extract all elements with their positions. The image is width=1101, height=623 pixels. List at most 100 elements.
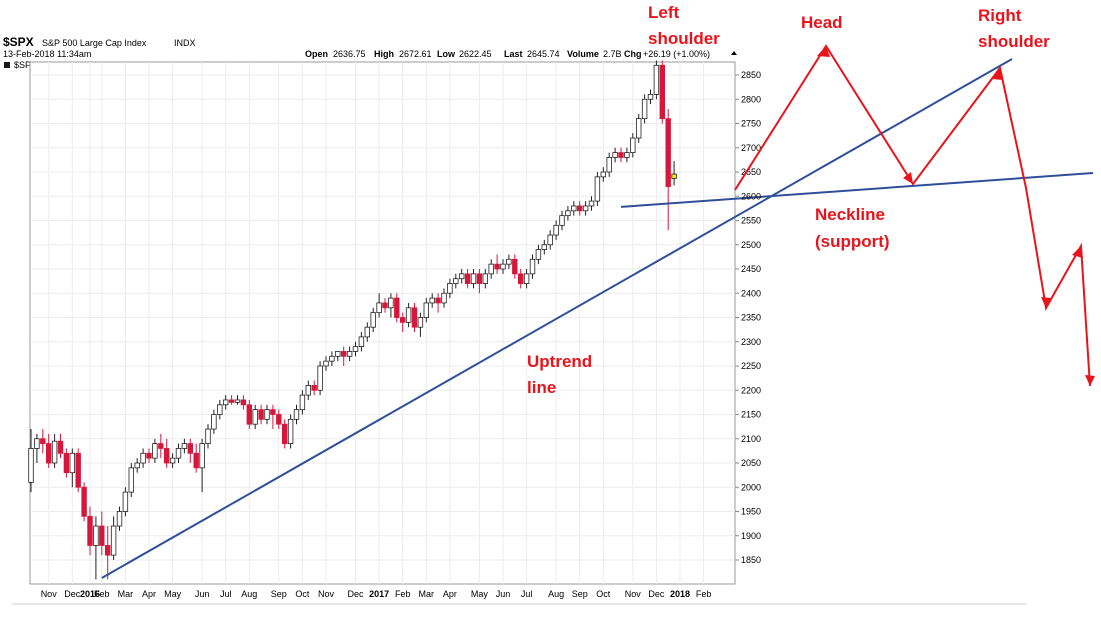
- candle-body: [51, 440, 58, 464]
- candle-body: [140, 452, 146, 464]
- candle-body: [464, 273, 471, 284]
- candle-body: [417, 317, 424, 328]
- candle-body: [565, 210, 571, 217]
- candle-body: [671, 173, 677, 179]
- y-tick-label: 2250: [741, 361, 761, 371]
- x-tick-label: Nov: [625, 589, 642, 599]
- y-tick-label: 2350: [741, 313, 761, 323]
- candle-body: [228, 399, 235, 403]
- x-tick-label: May: [471, 589, 489, 599]
- series-swatch-icon: [4, 62, 10, 68]
- x-tick-label: Jun: [195, 589, 210, 599]
- candle-body: [175, 448, 182, 459]
- candle-body: [636, 118, 642, 139]
- x-tick-label: Mar: [419, 589, 435, 599]
- x-tick-label: 2018: [670, 589, 690, 599]
- candle-body: [447, 283, 453, 294]
- x-tick-label: Oct: [295, 589, 310, 599]
- y-tick-label: 2450: [741, 264, 761, 274]
- candle-body: [99, 525, 105, 546]
- candle-body: [258, 409, 264, 420]
- candle-body: [588, 200, 595, 207]
- candle-body: [323, 360, 329, 367]
- candle-body: [246, 404, 252, 425]
- index-name: S&P 500 Large Cap Index: [42, 38, 147, 48]
- x-tick-label: Jul: [521, 589, 533, 599]
- candle-body: [594, 176, 601, 202]
- candle-body: [577, 205, 583, 212]
- candle-body: [134, 462, 140, 469]
- collapse-arrow-icon[interactable]: [731, 51, 737, 55]
- x-tick-label: Apr: [443, 589, 457, 599]
- y-tick-label: 2400: [741, 288, 761, 298]
- candle-body: [110, 525, 117, 556]
- y-tick-label: 2700: [741, 143, 761, 153]
- candle-body: [411, 307, 418, 328]
- candle-body: [276, 414, 282, 425]
- candle-body: [453, 278, 459, 284]
- candle-body: [429, 297, 435, 304]
- candle-body: [482, 273, 488, 284]
- y-tick-label: 2850: [741, 70, 761, 80]
- candle-body: [500, 263, 506, 270]
- candle-body: [34, 438, 40, 449]
- candle-body: [494, 263, 500, 270]
- last-label: Last: [504, 49, 523, 59]
- y-tick-label: 2650: [741, 167, 761, 177]
- candle-body: [305, 384, 311, 396]
- candle-body: [240, 399, 247, 406]
- x-tick-label: Feb: [395, 589, 411, 599]
- y-tick-label: 2100: [741, 434, 761, 444]
- high-value: 2672.61: [399, 49, 432, 59]
- x-tick-label: May: [164, 589, 182, 599]
- x-tick-label: Nov: [41, 589, 58, 599]
- candle-body: [69, 452, 75, 474]
- candle-body: [63, 452, 70, 474]
- volume-value: 2.7B: [603, 49, 622, 59]
- candle-body: [270, 409, 276, 415]
- arrowhead-icon: [1085, 375, 1095, 386]
- candle-body: [346, 351, 353, 357]
- open-label: Open: [305, 49, 328, 59]
- trend-lines: [101, 58, 1094, 579]
- x-tick-label: 2017: [369, 589, 389, 599]
- y-tick-label: 2600: [741, 191, 761, 201]
- candle-body: [146, 452, 152, 459]
- low-value: 2622.45: [459, 49, 492, 59]
- candle-body: [93, 525, 99, 546]
- candle-body: [329, 355, 335, 362]
- projection-arrowheads: [817, 46, 1095, 386]
- candle-body: [553, 224, 559, 236]
- candle-body: [81, 486, 87, 517]
- candle-body: [541, 244, 547, 250]
- high-label: High: [374, 49, 394, 59]
- candle-body: [317, 365, 323, 391]
- candle-body: [187, 443, 193, 454]
- candle-body: [122, 491, 129, 512]
- candle-body: [152, 443, 158, 459]
- arrowhead-icon: [992, 68, 1003, 80]
- quote-bar: Open 2636.75 High 2672.61 Low 2622.45 La…: [305, 49, 710, 59]
- label-neckline: Neckline (support): [815, 205, 890, 251]
- chg-label: Chg: [624, 49, 642, 59]
- candle-body: [370, 312, 376, 328]
- plot-area: [29, 61, 736, 585]
- candle-body: [641, 98, 648, 120]
- candle-body: [535, 249, 542, 260]
- candle-body: [512, 258, 518, 275]
- candle-body: [518, 273, 524, 284]
- y-tick-label: 2200: [741, 385, 761, 395]
- candle-body: [606, 157, 612, 173]
- candle-body: [199, 443, 205, 469]
- candle-body: [158, 443, 164, 449]
- candle-body: [116, 511, 123, 527]
- candle-body: [476, 273, 483, 284]
- candle-body: [506, 258, 512, 265]
- y-tick-label: 1950: [741, 507, 761, 517]
- candle-body: [352, 346, 359, 352]
- y-tick-label: 2150: [741, 410, 761, 420]
- candle-body: [181, 443, 188, 449]
- candle-body: [523, 273, 530, 284]
- x-tick-label: Mar: [118, 589, 134, 599]
